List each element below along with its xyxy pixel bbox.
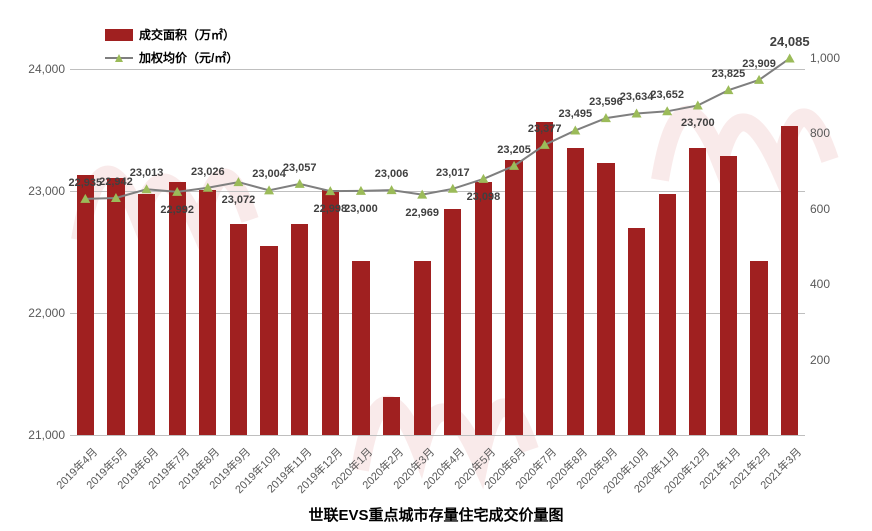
legend-line-swatch [105, 52, 133, 64]
line-value-label: 23,909 [742, 58, 776, 70]
line-value-label: 23,825 [712, 68, 746, 80]
y2-tick-label: 600 [810, 202, 860, 216]
y2-tick-label: 400 [810, 277, 860, 291]
y2-tick-label: 1,000 [810, 51, 860, 65]
line-value-label: 23,652 [650, 89, 684, 101]
legend: 成交面积（万㎡） 加权均价（元/㎡） [105, 26, 238, 66]
line-value-label: 23,013 [130, 167, 164, 179]
y1-tick-label: 24,000 [15, 62, 65, 76]
line-value-label: 23,205 [497, 144, 531, 156]
plot-area: 21,00022,00023,00024,0002004006008001,00… [70, 20, 805, 435]
legend-bar-label: 成交面积（万㎡） [139, 26, 235, 43]
line-value-label: 24,085 [770, 34, 810, 49]
line-value-label: 22,992 [160, 204, 194, 216]
line-value-label: 23,495 [558, 108, 592, 120]
legend-line: 加权均价（元/㎡） [105, 49, 238, 66]
line-value-label: 23,596 [589, 96, 623, 108]
line-value-label: 22,935 [68, 177, 102, 189]
line-value-label: 23,700 [681, 117, 715, 129]
line-value-label: 22,969 [405, 207, 439, 219]
line-value-label: 23,377 [528, 123, 562, 135]
line-value-label: 23,098 [467, 191, 501, 203]
line-value-label: 23,006 [375, 168, 409, 180]
line-value-label: 23,000 [344, 203, 378, 215]
y1-tick-label: 23,000 [15, 184, 65, 198]
line-value-label: 23,634 [620, 91, 654, 103]
y2-tick-label: 200 [810, 353, 860, 367]
line-value-label: 23,004 [252, 168, 286, 180]
line-value-label: 22,942 [99, 176, 133, 188]
y1-tick-label: 21,000 [15, 428, 65, 442]
line-value-label: 23,057 [283, 162, 317, 174]
legend-line-label: 加权均价（元/㎡） [139, 49, 238, 66]
line-value-label: 23,072 [222, 194, 256, 206]
y2-tick-label: 800 [810, 126, 860, 140]
line-value-label: 23,026 [191, 166, 225, 178]
chart-title: 世联EVS重点城市存量住宅成交价量图 [0, 504, 872, 525]
line-value-label: 22,998 [313, 203, 347, 215]
y1-tick-label: 22,000 [15, 306, 65, 320]
line-value-label: 23,017 [436, 167, 470, 179]
chart-container: 21,000 22,000 23,000 24,000 200 400 600 800 1,00… [0, 0, 872, 531]
x-axis: 2019年4月2019年5月2019年6月2019年7月2019年8月2019年… [70, 438, 805, 493]
line-series [70, 20, 805, 435]
legend-bar-swatch [105, 29, 133, 41]
legend-bar: 成交面积（万㎡） [105, 26, 238, 43]
